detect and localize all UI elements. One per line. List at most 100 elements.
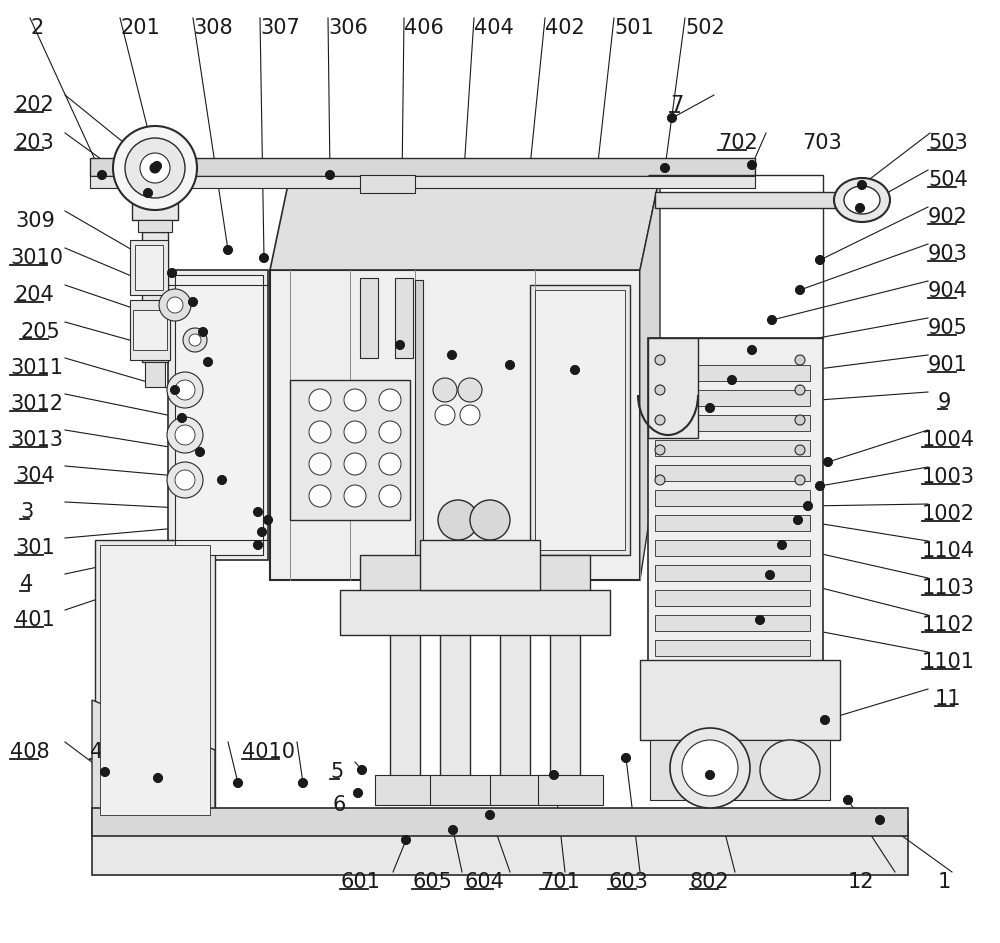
Text: 201: 201 [120, 18, 160, 38]
Circle shape [264, 516, 272, 524]
Circle shape [379, 421, 401, 443]
Bar [655, 192, 865, 208]
Bar [132, 195, 178, 220]
Bar [395, 278, 413, 358]
Circle shape [486, 810, 494, 819]
Bar [655, 515, 810, 531]
Circle shape [778, 540, 786, 550]
Circle shape [820, 716, 830, 724]
Bar [390, 580, 420, 780]
Text: 1104: 1104 [922, 541, 975, 561]
Circle shape [150, 163, 160, 173]
Circle shape [344, 453, 366, 475]
Bar [130, 240, 168, 295]
Circle shape [768, 316, 776, 324]
Text: 205: 205 [20, 322, 60, 342]
Circle shape [570, 366, 580, 374]
Text: 605: 605 [412, 872, 452, 892]
Text: 802: 802 [690, 872, 730, 892]
Circle shape [167, 462, 203, 498]
Circle shape [506, 360, 514, 370]
Circle shape [258, 527, 266, 537]
Circle shape [760, 740, 820, 800]
Bar [130, 300, 170, 360]
Bar [640, 660, 840, 740]
Circle shape [448, 351, 456, 359]
Circle shape [264, 516, 272, 524]
Circle shape [204, 357, 212, 367]
Circle shape [344, 485, 366, 507]
Text: 1101: 1101 [922, 652, 975, 672]
Circle shape [622, 753, 631, 763]
Ellipse shape [834, 178, 890, 222]
Text: 407: 407 [90, 742, 130, 762]
Circle shape [682, 740, 738, 796]
Circle shape [402, 835, 411, 845]
Circle shape [218, 475, 226, 485]
Text: 3013: 3013 [10, 430, 63, 450]
Circle shape [100, 768, 110, 776]
Text: 701: 701 [540, 872, 580, 892]
Circle shape [655, 385, 665, 395]
Circle shape [804, 502, 812, 510]
Circle shape [668, 113, 676, 123]
Circle shape [796, 286, 804, 294]
Circle shape [486, 810, 494, 819]
Text: 1002: 1002 [922, 504, 975, 524]
Circle shape [795, 445, 805, 455]
Circle shape [234, 779, 242, 787]
Circle shape [748, 345, 757, 355]
Circle shape [188, 297, 198, 306]
Bar [500, 580, 530, 780]
Bar [100, 545, 210, 815]
Ellipse shape [844, 186, 880, 214]
Circle shape [858, 180, 866, 190]
Circle shape [816, 256, 824, 264]
Bar [650, 740, 830, 800]
Text: 703: 703 [802, 133, 842, 153]
Text: 4010: 4010 [242, 742, 295, 762]
Bar [490, 775, 555, 805]
Circle shape [309, 453, 331, 475]
Circle shape [260, 254, 268, 262]
Circle shape [448, 825, 458, 835]
Bar [648, 338, 823, 678]
Text: 7: 7 [670, 95, 683, 115]
Circle shape [396, 340, 404, 350]
Text: 604: 604 [465, 872, 505, 892]
Circle shape [167, 372, 203, 408]
Bar [430, 775, 495, 805]
Circle shape [655, 415, 665, 425]
Circle shape [748, 345, 757, 355]
Bar [655, 640, 810, 656]
Circle shape [550, 770, 558, 780]
Circle shape [844, 796, 852, 804]
Bar [655, 365, 810, 381]
Bar [360, 555, 590, 595]
Text: 904: 904 [928, 281, 968, 301]
Text: 12: 12 [848, 872, 874, 892]
Text: 502: 502 [685, 18, 725, 38]
Circle shape [358, 766, 366, 774]
Circle shape [795, 355, 805, 365]
Bar [360, 175, 415, 193]
Circle shape [816, 482, 824, 490]
Circle shape [470, 500, 510, 540]
Text: 902: 902 [928, 207, 968, 227]
Text: 503: 503 [928, 133, 968, 153]
Circle shape [326, 171, 334, 179]
Circle shape [396, 340, 404, 350]
Circle shape [756, 616, 765, 624]
Text: 1004: 1004 [922, 430, 975, 450]
Polygon shape [92, 700, 215, 820]
Circle shape [204, 357, 212, 367]
Circle shape [150, 163, 160, 173]
Circle shape [824, 457, 832, 467]
Circle shape [309, 485, 331, 507]
Bar [415, 280, 423, 560]
Circle shape [154, 773, 162, 783]
Circle shape [795, 385, 805, 395]
Circle shape [622, 753, 631, 763]
Text: 308: 308 [193, 18, 233, 38]
Circle shape [175, 425, 195, 445]
